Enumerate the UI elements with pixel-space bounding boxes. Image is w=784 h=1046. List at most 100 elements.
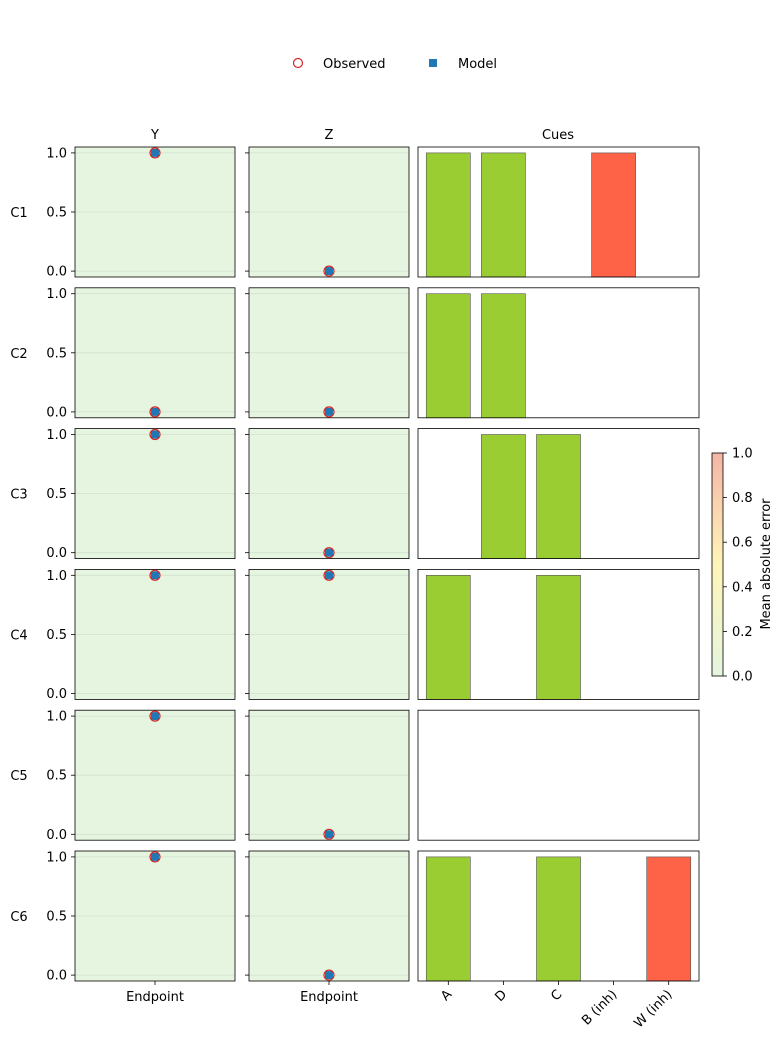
panel-background [75, 428, 235, 559]
condition-row-C5: C5 0.0 0.5 1.0 [10, 709, 700, 843]
row-label: C4 [10, 628, 27, 643]
condition-row-C3: C3 0.0 0.5 1.0 [10, 428, 700, 561]
row-label: C6 [10, 910, 27, 925]
colorbar-tick-label: 1.0 [732, 447, 753, 462]
cue-tick-label: B (inh) [579, 987, 620, 1028]
x-label-z-column: Endpoint [300, 990, 358, 1005]
y-tick-label: 1.0 [46, 146, 67, 161]
y-tick-label: 1.0 [46, 710, 67, 725]
y-tick-label: 1.0 [46, 428, 67, 443]
condition-row-C1: C1 0.0 0.5 1.0 [10, 146, 700, 280]
model-point [151, 148, 159, 157]
cue-tick-label: W (inh) [632, 987, 676, 1031]
y-tick-label: 1.0 [46, 569, 67, 584]
cue-bar-a [425, 293, 471, 419]
panel-y-C2: 0.0 0.5 1.0 [46, 287, 236, 420]
panel-cues-C1 [417, 146, 700, 278]
model-point [151, 712, 159, 721]
condition-row-C2: C2 0.0 0.5 1.0 [10, 287, 700, 420]
panel-frame [248, 428, 410, 560]
y-tick-label: 0.5 [46, 910, 67, 925]
model-point [325, 830, 333, 839]
observed-point [149, 851, 161, 863]
cue-bar-a [425, 152, 471, 278]
model-point [151, 430, 159, 439]
cue-bar-c [536, 434, 581, 559]
panel-z-C2 [245, 287, 410, 419]
observed-point [149, 147, 161, 159]
condition-row-C4: C4 0.0 0.5 1.0 [10, 569, 700, 702]
panel-z-C1 [245, 146, 410, 278]
cue-bar-d [481, 293, 526, 419]
model-point [325, 267, 333, 276]
row-label: C1 [10, 206, 27, 221]
panel-frame [74, 287, 236, 419]
colorbar-gradient [711, 452, 724, 677]
y-tick-label: 1.0 [46, 287, 67, 302]
row-label: C2 [10, 347, 27, 362]
panel-frame [417, 428, 700, 560]
model-point [151, 852, 159, 861]
panel-cues-C6 [417, 850, 700, 982]
row-label: C5 [10, 769, 27, 784]
panel-background [75, 147, 235, 277]
y-tick-label: 0.0 [46, 265, 67, 280]
colorbar-label: Mean absolute error [759, 498, 774, 630]
column-title-cues: Cues [542, 128, 574, 143]
observed-point [149, 428, 161, 441]
legend-model-marker [429, 59, 437, 67]
colorbar-tick-label: 0.4 [732, 580, 753, 595]
model-point [325, 971, 333, 980]
panel-background [249, 569, 409, 700]
panel-cues-C4 [417, 569, 700, 700]
panel-frame [248, 287, 410, 419]
panel-frame [417, 287, 700, 419]
panel-frame [74, 146, 236, 278]
model-point [325, 407, 333, 416]
model-point [325, 571, 333, 580]
panel-background [249, 287, 409, 418]
panel-frame [417, 709, 700, 841]
y-tick-label: 0.0 [46, 405, 67, 420]
panel-background [75, 851, 235, 981]
legend-observed-label: Observed [323, 57, 386, 72]
condition-row-C6: C6 0.0 0.5 1.0 [10, 850, 700, 985]
row-label: C3 [10, 488, 27, 503]
colorbar-tick-label: 0.6 [732, 536, 753, 551]
panel-z-C5 [245, 709, 410, 841]
panel-y-C5: 0.0 0.5 1.0 [46, 709, 236, 843]
panel-background [249, 428, 409, 559]
y-tick-label: 0.5 [46, 769, 67, 784]
panel-z-C3 [245, 428, 410, 560]
y-tick-label: 0.0 [46, 828, 67, 843]
colorbar-tick-label: 0.2 [732, 625, 753, 640]
model-point [151, 571, 159, 580]
y-tick-label: 0.5 [46, 206, 67, 221]
model-point [151, 407, 159, 416]
panel-frame [248, 146, 410, 278]
cue-bar-a [425, 575, 471, 700]
panel-frame [417, 569, 700, 700]
observed-point [149, 406, 161, 418]
legend: Observed Model [292, 57, 497, 72]
cue-bar-binh [591, 152, 636, 278]
panel-frame [74, 709, 236, 841]
panel-frame [74, 569, 236, 700]
observed-point [323, 969, 335, 981]
model-point [325, 548, 333, 557]
panel-background [75, 287, 235, 418]
observed-point [149, 569, 161, 581]
panel-background [75, 569, 235, 700]
colorbar-tick-label: 0.0 [732, 670, 753, 685]
colorbar-ticks: 0.0 0.2 0.4 0.6 0.8 1.0 [723, 447, 753, 685]
panel-cues-C5 [417, 709, 700, 841]
panel-background [75, 710, 235, 841]
panel-y-C6: 0.0 0.5 1.0 [46, 850, 236, 985]
observed-point [323, 406, 335, 418]
column-title-z: Z [325, 128, 334, 143]
panel-frame [417, 146, 700, 278]
panel-y-C4: 0.0 0.5 1.0 [46, 569, 236, 702]
y-tick-label: 0.0 [46, 969, 67, 984]
cue-axis-ticks: A D C B (inh) W (inh) [438, 981, 676, 1031]
